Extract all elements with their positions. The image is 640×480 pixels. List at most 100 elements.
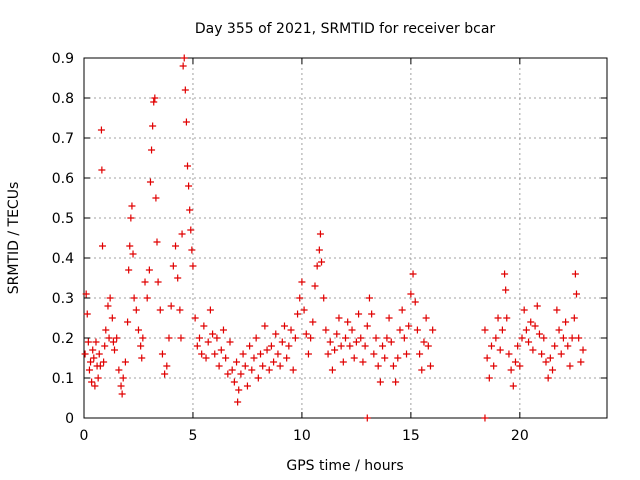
data-point xyxy=(97,126,105,134)
data-point xyxy=(363,322,371,330)
data-point xyxy=(202,354,210,362)
data-point xyxy=(344,318,352,326)
data-point xyxy=(426,362,434,370)
data-point xyxy=(498,326,506,334)
data-point xyxy=(575,334,583,342)
data-point xyxy=(151,94,159,102)
data-point xyxy=(352,338,360,346)
data-point xyxy=(106,294,114,302)
y-tick-label: 0.4 xyxy=(52,251,74,267)
y-tick-label: 0.5 xyxy=(52,211,74,227)
data-point xyxy=(359,358,367,366)
data-point xyxy=(127,214,135,222)
data-points xyxy=(81,54,587,422)
data-point xyxy=(148,146,156,154)
data-point xyxy=(100,358,108,366)
data-point xyxy=(85,366,93,374)
data-point xyxy=(538,350,546,358)
data-point xyxy=(313,262,321,270)
data-point xyxy=(535,330,543,338)
data-point xyxy=(125,266,133,274)
data-point xyxy=(141,278,149,286)
data-point xyxy=(96,362,104,370)
data-point xyxy=(128,202,136,210)
data-point xyxy=(531,322,539,330)
data-point xyxy=(226,338,234,346)
data-point xyxy=(481,414,489,422)
data-point xyxy=(405,322,413,330)
data-point xyxy=(403,350,411,358)
data-point xyxy=(254,374,262,382)
data-point xyxy=(311,282,319,290)
data-point xyxy=(154,278,162,286)
data-point xyxy=(304,350,312,358)
data-point xyxy=(156,306,164,314)
data-point xyxy=(307,334,315,342)
data-point xyxy=(259,362,267,370)
y-tick-label: 0.3 xyxy=(52,291,74,307)
data-point xyxy=(346,342,354,350)
data-point xyxy=(99,242,107,250)
data-point xyxy=(494,314,502,322)
data-point xyxy=(518,334,526,342)
data-point xyxy=(161,370,169,378)
data-point xyxy=(289,366,297,374)
data-point xyxy=(411,298,419,306)
data-point xyxy=(167,302,175,310)
data-point xyxy=(263,346,271,354)
x-tick-label: 20 xyxy=(511,428,529,444)
data-point xyxy=(186,206,194,214)
data-point xyxy=(241,362,249,370)
data-point xyxy=(108,314,116,322)
data-point xyxy=(502,286,510,294)
data-point xyxy=(213,334,221,342)
data-point xyxy=(370,350,378,358)
data-point xyxy=(529,346,537,354)
data-point xyxy=(87,358,95,366)
data-point xyxy=(126,242,134,250)
data-point xyxy=(527,318,535,326)
data-point xyxy=(113,334,121,342)
data-point xyxy=(219,326,227,334)
data-point xyxy=(400,334,408,342)
data-point xyxy=(291,334,299,342)
data-point xyxy=(337,342,345,350)
data-point xyxy=(98,166,106,174)
data-point xyxy=(394,354,402,362)
data-point xyxy=(424,342,432,350)
y-tick-label: 0.1 xyxy=(52,371,74,387)
data-point xyxy=(540,334,548,342)
data-point xyxy=(418,366,426,374)
data-point xyxy=(383,334,391,342)
data-point xyxy=(115,366,123,374)
data-point xyxy=(109,338,117,346)
data-point xyxy=(178,230,186,238)
data-point xyxy=(579,346,587,354)
data-point xyxy=(169,262,177,270)
data-point xyxy=(209,330,217,338)
data-point xyxy=(88,378,96,386)
data-point xyxy=(328,366,336,374)
data-point xyxy=(481,326,489,334)
data-point xyxy=(84,338,92,346)
data-point xyxy=(182,118,190,126)
data-point xyxy=(184,162,192,170)
data-point xyxy=(315,246,323,254)
data-point xyxy=(387,338,395,346)
data-point xyxy=(118,390,126,398)
data-point xyxy=(261,322,269,330)
data-point xyxy=(294,310,302,318)
data-point xyxy=(94,374,102,382)
data-point xyxy=(195,334,203,342)
data-point xyxy=(372,334,380,342)
data-point xyxy=(555,326,563,334)
data-point xyxy=(564,342,572,350)
data-point xyxy=(355,310,363,318)
data-point xyxy=(511,358,519,366)
data-point xyxy=(187,226,195,234)
x-tick-label: 5 xyxy=(188,428,197,444)
y-tick-label: 0.6 xyxy=(52,171,74,187)
data-point xyxy=(138,354,146,362)
data-point xyxy=(577,358,585,366)
data-point xyxy=(483,354,491,362)
